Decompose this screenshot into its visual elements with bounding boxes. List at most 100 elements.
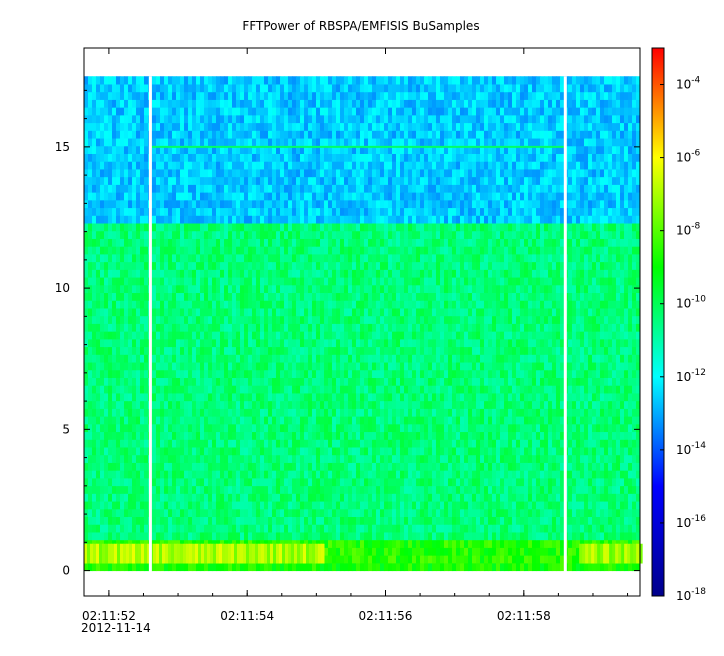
heatmap-cell — [264, 562, 269, 572]
heatmap-cell — [408, 485, 413, 494]
heatmap-cell — [116, 369, 121, 378]
heatmap-cell — [552, 377, 557, 386]
heatmap-cell — [188, 501, 193, 510]
heatmap-cell — [632, 400, 637, 409]
heatmap-cell — [340, 423, 345, 433]
heatmap-cell — [348, 331, 353, 340]
heatmap-cell — [152, 408, 157, 417]
heatmap-cell — [444, 493, 449, 502]
heatmap-cell — [208, 385, 213, 394]
heatmap-cell — [328, 354, 333, 363]
heatmap-cell — [356, 315, 361, 324]
heatmap-cell — [264, 315, 269, 324]
heatmap-cell — [196, 408, 201, 417]
heatmap-cell — [604, 477, 609, 487]
heatmap-cell — [252, 416, 257, 425]
heatmap-cell — [504, 539, 509, 548]
heatmap-cell — [428, 362, 433, 371]
heatmap-cell — [152, 470, 157, 479]
heatmap-cell — [552, 369, 557, 378]
heatmap-cell — [292, 307, 297, 317]
heatmap-cell — [340, 323, 345, 332]
heatmap-cell — [592, 446, 597, 456]
heatmap-cell — [152, 477, 157, 487]
heatmap-cell — [108, 531, 113, 541]
heatmap-cell — [264, 462, 269, 471]
heatmap-cell — [600, 470, 605, 479]
chart-title: FFTPower of RBSPA/EMFISIS BuSamples — [242, 19, 479, 33]
heatmap-cell — [356, 501, 361, 510]
heatmap-cell — [128, 338, 133, 348]
heatmap-cell — [120, 493, 125, 502]
heatmap-cell — [272, 493, 277, 502]
heatmap-cell — [256, 439, 261, 448]
heatmap-cell — [424, 362, 429, 371]
heatmap-cell — [312, 485, 317, 494]
heatmap-cell — [616, 439, 621, 448]
heatmap-cell — [376, 431, 381, 440]
heatmap-cell — [516, 315, 521, 324]
heatmap-cell — [384, 508, 389, 518]
heatmap-cell — [388, 385, 393, 394]
heatmap-cell — [456, 354, 461, 363]
heatmap-cell — [168, 446, 173, 456]
heatmap-cell — [172, 331, 177, 340]
heatmap-cell — [144, 501, 149, 510]
heatmap-cell — [320, 323, 325, 332]
heatmap-cell — [412, 439, 417, 448]
heatmap-cell — [576, 524, 581, 533]
heatmap-cell — [508, 400, 513, 409]
heatmap-cell — [512, 477, 517, 487]
heatmap-cell — [168, 423, 173, 433]
heatmap-cell — [244, 562, 249, 572]
heatmap-cell — [484, 323, 489, 332]
heatmap-cell — [152, 485, 157, 494]
heatmap-cell — [212, 485, 217, 494]
heatmap-cell — [116, 300, 121, 309]
heatmap-cell — [572, 485, 577, 494]
heatmap-cell — [436, 524, 441, 533]
heatmap-cell — [452, 454, 457, 463]
heatmap-cell — [248, 423, 253, 433]
heatmap-cell — [524, 300, 529, 309]
heatmap-cell — [352, 408, 357, 417]
heatmap-cell — [464, 385, 469, 394]
heatmap-cell — [512, 493, 517, 502]
heatmap-cell — [352, 416, 357, 425]
heatmap-cell — [308, 470, 313, 479]
heatmap-cell — [296, 369, 301, 378]
heatmap-cell — [500, 331, 505, 340]
heatmap-cell — [336, 416, 341, 425]
heatmap-cell — [444, 315, 449, 324]
heatmap-cell — [516, 524, 521, 533]
heatmap-cell — [440, 439, 445, 448]
heatmap-cell — [360, 331, 365, 340]
heatmap-cell — [348, 562, 353, 572]
heatmap-cell — [512, 307, 517, 317]
heatmap-cell — [440, 346, 445, 355]
heatmap-cell — [256, 501, 261, 510]
heatmap-cell — [408, 431, 413, 440]
heatmap-cell — [456, 338, 461, 348]
heatmap-cell — [368, 377, 373, 386]
heatmap-cell — [292, 338, 297, 348]
heatmap-cell — [216, 446, 221, 456]
heatmap-cell — [224, 392, 229, 402]
heatmap-cell — [304, 346, 309, 355]
heatmap-cell — [384, 431, 389, 440]
heatmap-cell — [508, 315, 513, 324]
heatmap-cell — [84, 377, 89, 386]
heatmap-cell — [216, 362, 221, 371]
heatmap-cell — [540, 493, 545, 502]
heatmap-cell — [540, 524, 545, 533]
heatmap-cell — [376, 362, 381, 371]
heatmap-cell — [584, 501, 589, 510]
heatmap-cell — [236, 338, 241, 348]
heatmap-cell — [544, 485, 549, 494]
heatmap-cell — [572, 493, 577, 502]
heatmap-cell — [176, 331, 181, 340]
heatmap-cell — [224, 439, 229, 448]
heatmap-cell — [372, 331, 377, 340]
heatmap-cell — [332, 547, 337, 556]
heatmap-cell — [368, 392, 373, 402]
